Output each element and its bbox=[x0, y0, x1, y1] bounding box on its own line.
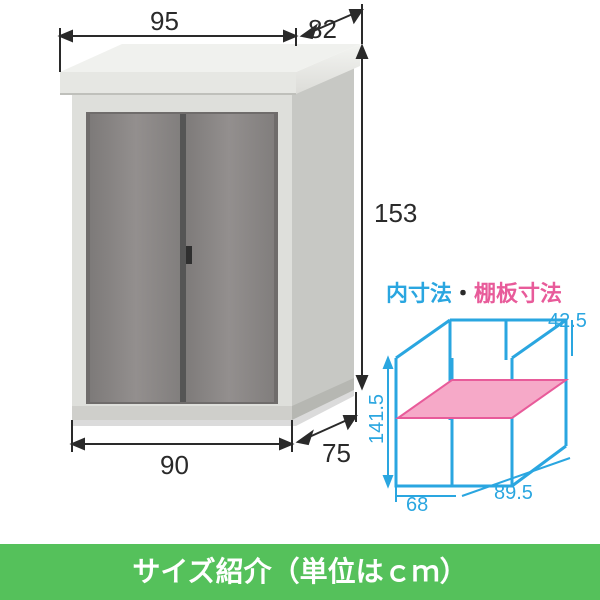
stage: 95 82 153 90 75 内寸法・棚板寸法 bbox=[0, 0, 600, 600]
int-width: 89.5 bbox=[494, 482, 533, 505]
dim-bottom-d: 75 bbox=[322, 438, 351, 469]
int-front: 68 bbox=[406, 494, 428, 517]
int-height: 141.5 bbox=[366, 394, 389, 444]
int-depth: 42.5 bbox=[548, 310, 587, 333]
dim-right-h: 153 bbox=[374, 198, 417, 229]
interior-drawing bbox=[366, 300, 600, 540]
dim-top-depth: 82 bbox=[308, 14, 337, 45]
dim-bottom-w: 90 bbox=[160, 450, 189, 481]
dim-top-width: 95 bbox=[150, 6, 179, 37]
size-banner: サイズ紹介（単位はｃｍ） bbox=[0, 544, 600, 600]
